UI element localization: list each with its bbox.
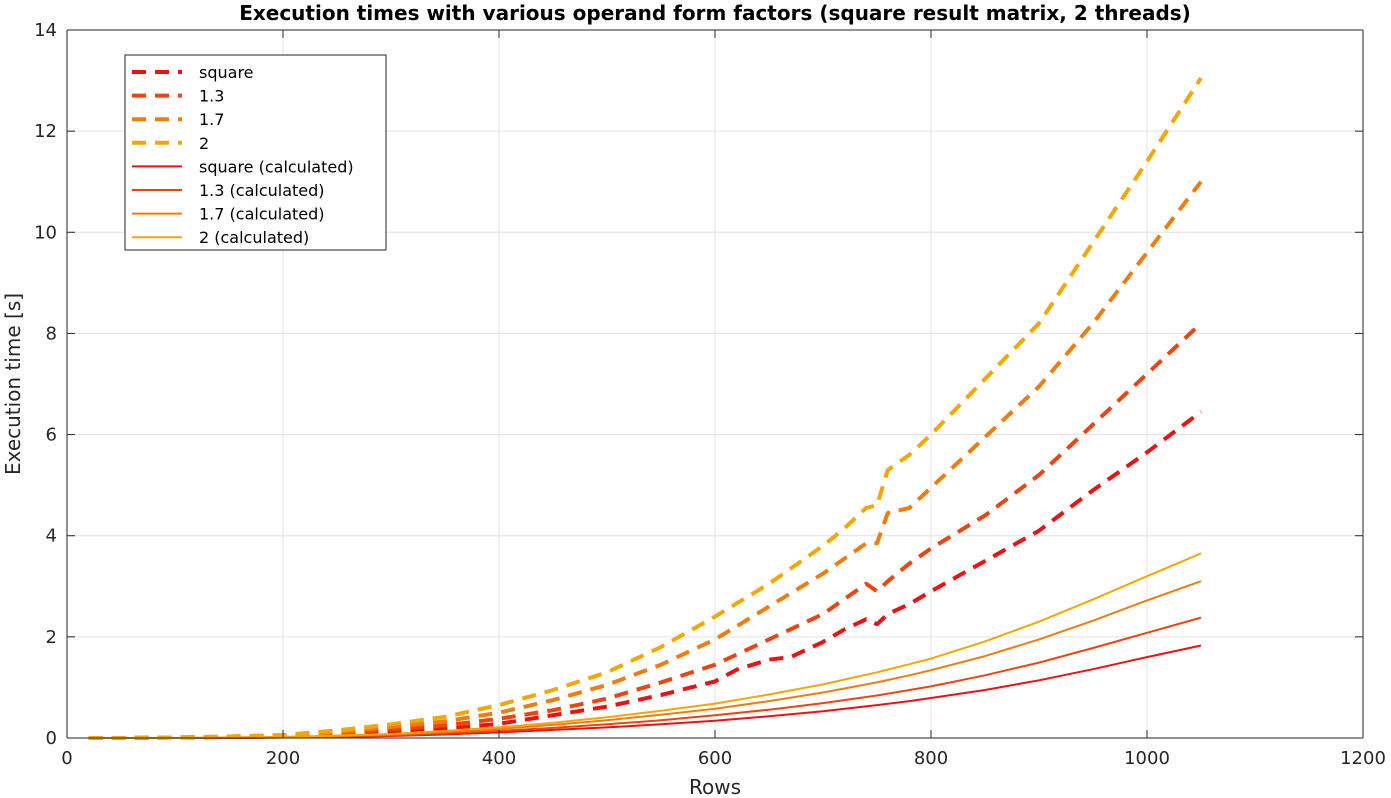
y-tick-label: 6 xyxy=(46,425,57,446)
y-tick-label: 0 xyxy=(46,728,57,749)
x-tick-label: 800 xyxy=(914,748,948,769)
y-tick-label: 14 xyxy=(34,20,57,41)
y-tick-label: 4 xyxy=(46,526,57,547)
legend-label: 1.7 (calculated) xyxy=(199,205,325,224)
y-tick-label: 12 xyxy=(34,121,57,142)
x-tick-label: 1000 xyxy=(1124,748,1170,769)
series-line-1-7 xyxy=(88,180,1203,740)
ticks: 0 200 400 600 800 1000 1200 0 2 4 6 8 10 12 14 xyxy=(34,20,1386,769)
y-tick-label: 10 xyxy=(34,222,57,243)
x-tick-label: 1200 xyxy=(1340,748,1386,769)
legend-items: square 1.3 1.7 2 square (calculated) 1.3 (cal… xyxy=(132,63,354,247)
x-axis-label: Rows xyxy=(689,775,741,798)
legend-box xyxy=(124,54,387,251)
grid xyxy=(67,30,1363,738)
x-tick-label: 600 xyxy=(698,748,732,769)
legend-label: 1.3 xyxy=(199,87,224,106)
series-line-square xyxy=(88,410,1203,740)
x-tick-label: 400 xyxy=(482,748,516,769)
x-tick-label: 0 xyxy=(61,748,72,769)
series-line-2-calculated- xyxy=(88,552,1202,739)
legend-label: 1.7 xyxy=(199,110,224,129)
legend-label: 2 xyxy=(199,134,209,153)
legend-label: square xyxy=(199,63,254,82)
legend: square 1.3 1.7 2 square (calculated) 1.3 (cal… xyxy=(124,54,387,251)
legend-label: square (calculated) xyxy=(199,157,354,176)
legend-label: 1.3 (calculated) xyxy=(199,181,325,200)
x-tick-label: 200 xyxy=(266,748,300,769)
legend-label: 2 (calculated) xyxy=(199,228,309,247)
y-axis-label: Execution time [s] xyxy=(1,293,25,475)
y-tick-label: 8 xyxy=(46,323,57,344)
chart-title: Execution times with various operand for… xyxy=(239,1,1191,25)
series-line-2 xyxy=(88,76,1203,740)
y-tick-label: 2 xyxy=(46,627,57,648)
